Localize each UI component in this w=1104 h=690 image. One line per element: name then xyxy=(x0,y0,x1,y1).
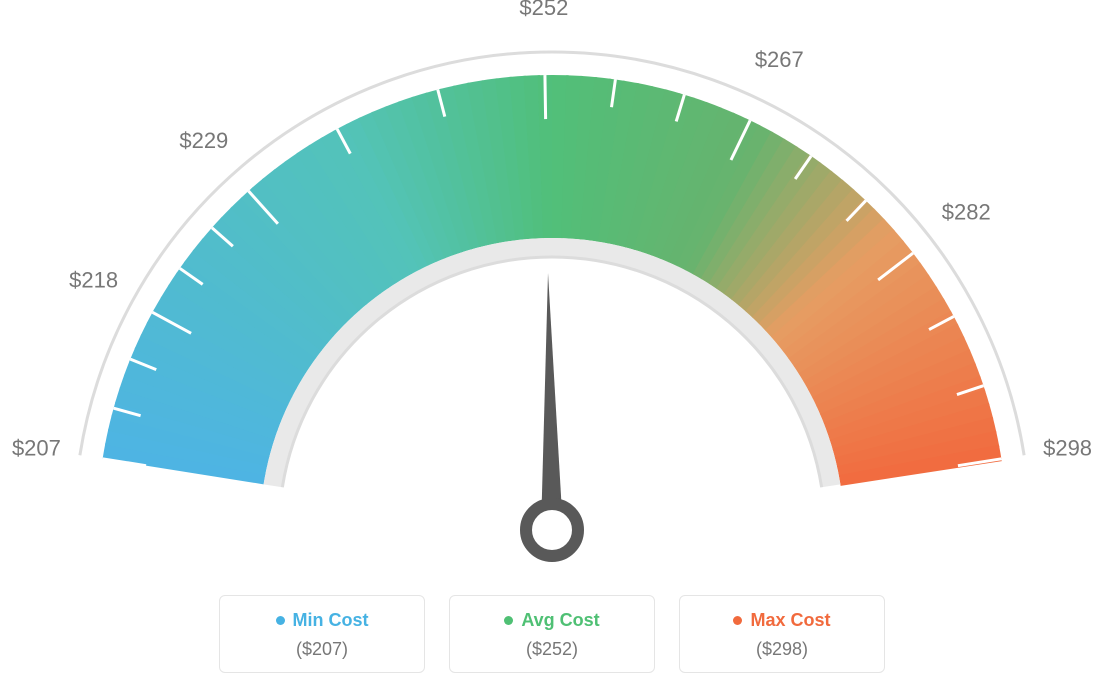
legend-dot-max xyxy=(733,616,742,625)
legend-label-avg: Avg Cost xyxy=(521,610,599,631)
legend-label-max: Max Cost xyxy=(750,610,830,631)
gauge-svg: $207 $218 $229 $252 $267 $282 $298 xyxy=(0,0,1104,590)
legend-card-avg: Avg Cost ($252) xyxy=(449,595,655,673)
gauge-tick-label: $267 xyxy=(755,47,804,72)
legend-value-max: ($298) xyxy=(756,639,808,660)
legend-value-min: ($207) xyxy=(296,639,348,660)
legend-dot-min xyxy=(276,616,285,625)
gauge-tick-label: $207 xyxy=(12,435,61,460)
legend-top: Avg Cost xyxy=(504,610,599,631)
gauge-needle xyxy=(541,273,563,530)
legend-label-min: Min Cost xyxy=(293,610,369,631)
legend-value-avg: ($252) xyxy=(526,639,578,660)
gauge-tick-label: $218 xyxy=(69,267,118,292)
gauge-tick-label: $252 xyxy=(519,0,568,20)
legend-top: Min Cost xyxy=(276,610,369,631)
gauge-chart: $207 $218 $229 $252 $267 $282 $298 xyxy=(0,0,1104,595)
legend-card-max: Max Cost ($298) xyxy=(679,595,885,673)
legend-dot-avg xyxy=(504,616,513,625)
legend-row: Min Cost ($207) Avg Cost ($252) Max Cost ($29… xyxy=(219,595,885,673)
legend-top: Max Cost xyxy=(733,610,830,631)
gauge-major-tick xyxy=(545,75,546,119)
gauge-tick-label: $229 xyxy=(179,128,228,153)
gauge-tick-label: $282 xyxy=(942,199,991,224)
legend-card-min: Min Cost ($207) xyxy=(219,595,425,673)
gauge-needle-hub xyxy=(526,504,578,556)
gauge-tick-label: $298 xyxy=(1043,435,1092,460)
